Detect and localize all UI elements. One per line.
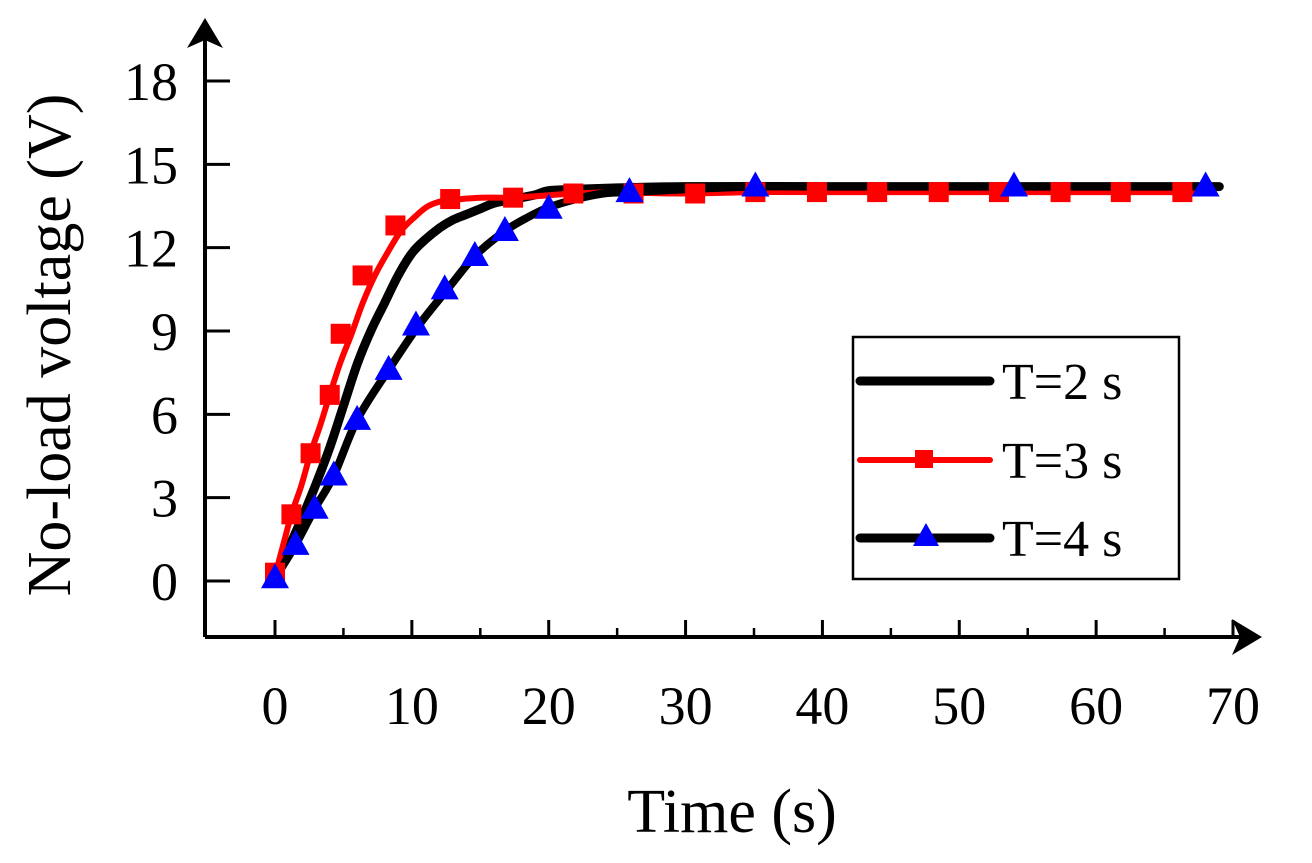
series-t4-marker — [615, 177, 644, 203]
series-t3-marker — [385, 215, 406, 236]
series-t4-marker — [1000, 171, 1029, 197]
series-t4-marker — [460, 241, 489, 266]
y-ticks: 0 3 6 9 12 15 18 — [124, 52, 230, 612]
series-t3-marker — [806, 182, 827, 203]
series-t4-marker — [281, 529, 310, 555]
series-t3-marker — [319, 384, 340, 405]
series-t4-marker — [401, 310, 430, 336]
series-t4-marker — [1191, 171, 1220, 197]
x-tick-label: 30 — [659, 676, 713, 736]
series-t3-marker — [928, 182, 949, 203]
x-axis-title: Time (s) — [627, 778, 837, 846]
x-ticks: 0 10 20 30 40 50 60 70 — [262, 620, 1260, 736]
y-axis-title: No-load voltage (V) — [16, 94, 84, 597]
y-axis-arrow — [187, 18, 223, 48]
axes — [187, 18, 1262, 655]
series-t4-marker — [430, 274, 459, 300]
series-t3-line — [272, 189, 1209, 579]
x-axis-arrow — [1232, 619, 1262, 655]
y-tick-label: 18 — [124, 52, 178, 112]
marker-layer — [261, 171, 1220, 589]
legend-label-t3: T=3 s — [1002, 433, 1122, 490]
x-tick-label: 20 — [522, 676, 576, 736]
series-t3-marker — [352, 265, 373, 286]
y-tick-label: 6 — [151, 385, 178, 445]
series-t3-marker — [281, 504, 302, 525]
series-t4-marker — [374, 354, 403, 380]
series-t3-marker — [330, 323, 351, 344]
series-t4-marker — [490, 216, 519, 241]
x-tick-label: 0 — [262, 676, 289, 736]
y-tick-label: 12 — [124, 219, 178, 279]
x-tick-label: 60 — [1069, 676, 1123, 736]
legend-label-t4: T=4 s — [1002, 511, 1122, 568]
series-t3-marker — [867, 182, 888, 203]
series-t3-marker — [1172, 182, 1193, 203]
series-t4-marker — [261, 563, 289, 589]
series-t4-marker — [741, 171, 770, 197]
series-t3-marker — [300, 443, 321, 464]
series-t3-marker — [1110, 182, 1131, 203]
x-tick-label: 10 — [385, 676, 439, 736]
series-t4-marker — [343, 404, 372, 430]
series-t3-marker — [685, 183, 706, 204]
x-tick-label: 70 — [1206, 676, 1260, 736]
y-tick-label: 0 — [151, 552, 178, 612]
series-t3-marker — [1050, 182, 1071, 203]
y-tick-label: 15 — [124, 135, 178, 195]
series-t3-marker — [563, 183, 584, 204]
legend-label-t2: T=2 s — [1002, 354, 1122, 411]
series-t4-marker — [319, 460, 348, 486]
series-t3-marker — [503, 187, 524, 208]
legend-marker-t3 — [915, 450, 933, 468]
y-tick-label: 9 — [151, 302, 178, 362]
legend-marker-t4 — [913, 523, 939, 546]
x-tick-label: 40 — [795, 676, 849, 736]
series-t3-marker — [988, 182, 1009, 203]
series-t4-marker — [534, 193, 563, 219]
series-t4-marker — [300, 493, 329, 519]
y-tick-label: 3 — [151, 469, 178, 529]
legend: T=2 s T=3 s T=4 s — [851, 335, 1181, 581]
series-t3-marker — [440, 189, 461, 210]
x-tick-label: 50 — [932, 676, 986, 736]
